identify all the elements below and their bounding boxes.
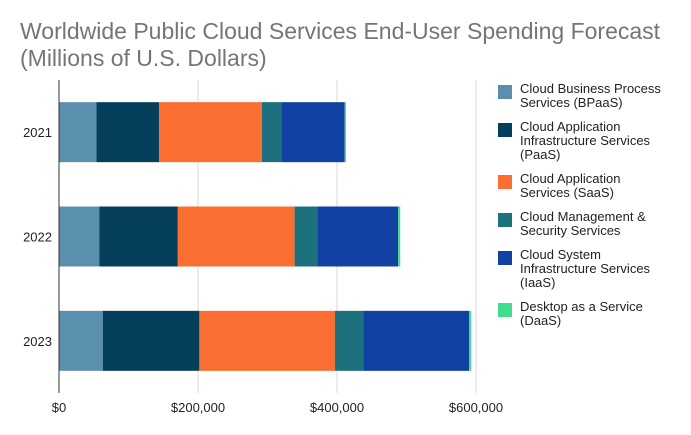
bar-segment [469, 310, 472, 371]
y-tick-label: 2021 [23, 125, 52, 140]
bar-segment [102, 310, 200, 371]
bar-segment [59, 310, 103, 371]
legend-item: Cloud Application Infrastructure Service… [498, 120, 688, 162]
bar-segment [317, 206, 399, 267]
legend-swatch [498, 175, 512, 189]
chart-title: Worldwide Public Cloud Services End-User… [20, 18, 680, 72]
bar-segment [59, 102, 97, 163]
legend-label: Cloud Business Process Services (BPaaS) [520, 81, 661, 110]
bar-segment [294, 206, 318, 267]
legend-swatch [498, 213, 512, 227]
bar-segment [281, 102, 345, 163]
bar-segment [344, 102, 347, 163]
legend-item: Cloud System Infrastructure Services (Ia… [498, 248, 688, 290]
bar-segment [99, 206, 178, 267]
legend-label: Cloud Management & Security Services [520, 209, 646, 238]
legend-item: Cloud Business Process Services (BPaaS) [498, 82, 688, 110]
chart-title-line-1: Worldwide Public Cloud Services End-User… [20, 18, 661, 44]
bar-segment [398, 206, 401, 267]
legend-label: Cloud System Infrastructure Services (Ia… [520, 247, 651, 290]
x-tick-label: $200,000 [171, 400, 225, 415]
bar-segment [59, 206, 100, 267]
chart-title-line-2: (Millions of U.S. Dollars) [20, 45, 267, 71]
bar-segment [177, 206, 295, 267]
legend-swatch [498, 123, 512, 137]
bar-segment [334, 310, 364, 371]
bar-segment [159, 102, 262, 163]
x-tick-label: $600,000 [449, 400, 503, 415]
legend-item: Cloud Application Services (SaaS) [498, 172, 688, 200]
y-tick-label: 2023 [23, 334, 52, 349]
y-tick-label: 2022 [23, 230, 52, 245]
x-tick-label: $400,000 [310, 400, 364, 415]
bar-segment [363, 310, 470, 371]
legend-item: Cloud Management & Security Services [498, 210, 688, 238]
chart-legend: Cloud Business Process Services (BPaaS) C… [498, 82, 688, 338]
bar-segment [199, 310, 335, 371]
legend-item: Desktop as a Service (DaaS) [498, 300, 688, 328]
bar-segment [96, 102, 160, 163]
bar-segment [261, 102, 282, 163]
legend-swatch [498, 85, 512, 99]
legend-label: Desktop as a Service (DaaS) [520, 299, 643, 328]
legend-label: Cloud Application Infrastructure Service… [520, 119, 651, 162]
x-tick-label: $0 [52, 400, 66, 415]
legend-swatch [498, 251, 512, 265]
legend-label: Cloud Application Services (SaaS) [520, 171, 621, 200]
legend-swatch [498, 303, 512, 317]
